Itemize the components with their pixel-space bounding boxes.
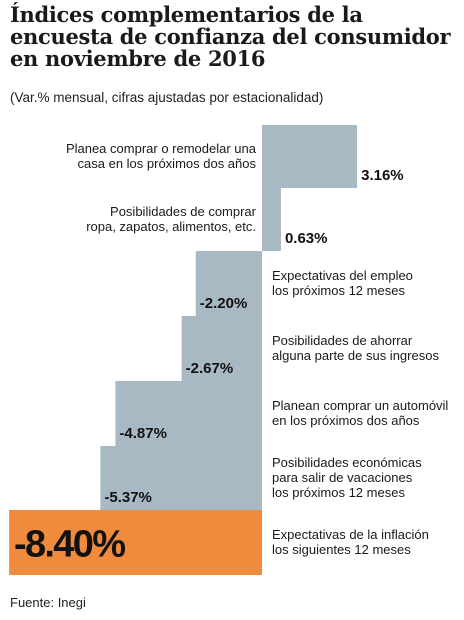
category-label-1: Planea comprar o remodelar una casa en lo…: [66, 141, 257, 171]
value-label-3: -2.20%: [200, 295, 248, 312]
bar-4: [181, 316, 262, 381]
value-label-1: 3.16%: [361, 167, 404, 184]
bar-5: [115, 381, 263, 446]
bar-1: [262, 125, 358, 188]
category-label-4: Posibilidades de ahorrar alguna parte de …: [272, 333, 439, 363]
bar-2: [262, 188, 281, 251]
value-label-2: 0.63%: [285, 230, 328, 247]
category-label-3: Expectativas del empleo los próximos 12 m…: [272, 268, 413, 298]
bar-7: [9, 510, 262, 575]
value-label-6: -5.37%: [104, 489, 152, 506]
category-label-2: Posibilidades de comprar ropa, zapatos, a…: [86, 204, 256, 234]
source-note: Fuente: Inegi: [10, 595, 86, 610]
value-label-7: -8.40%: [14, 524, 126, 566]
bar-6: [100, 446, 262, 510]
chart-title: Índices complementarios de la encuesta d…: [10, 2, 451, 71]
value-label-4: -2.67%: [186, 360, 234, 377]
value-label-5: -4.87%: [119, 425, 167, 442]
category-label-5: Planean comprar un automóvil en los próxi…: [272, 398, 448, 428]
category-label-7: Expectativas de la inflación los siguient…: [272, 527, 429, 557]
bar-3: [195, 251, 262, 316]
chart-subtitle: (Var.% mensual, cifras ajustadas por est…: [10, 90, 324, 105]
category-label-6: Posibilidades económicas para salir de va…: [272, 455, 422, 500]
